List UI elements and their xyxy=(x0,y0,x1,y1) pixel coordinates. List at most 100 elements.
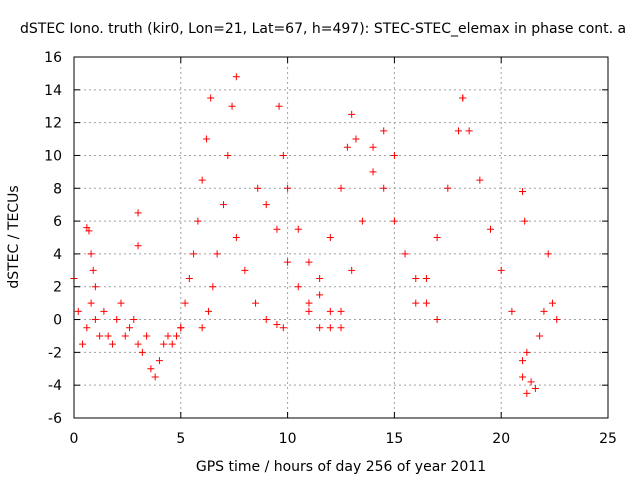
data-point xyxy=(305,258,313,266)
data-point xyxy=(252,299,260,307)
data-point xyxy=(369,168,377,176)
data-point xyxy=(198,324,206,332)
data-point xyxy=(284,184,292,192)
data-point xyxy=(352,135,360,143)
data-point xyxy=(151,373,159,381)
y-tick-label: -6 xyxy=(48,411,62,427)
plot-frame xyxy=(73,56,609,419)
y-tick-label: 8 xyxy=(53,181,62,197)
data-point xyxy=(207,94,215,102)
data-point xyxy=(326,234,334,241)
y-tick-label: 14 xyxy=(44,83,62,99)
data-point xyxy=(294,225,302,233)
data-point xyxy=(224,151,232,159)
data-point xyxy=(91,283,99,291)
axis-ticks: 0 5 10 15 20 25 -6 -4 -2 0 2 4 6 8 10 12 14 16 xyxy=(44,50,617,447)
data-point xyxy=(521,217,529,225)
data-point xyxy=(531,384,539,392)
data-point xyxy=(168,340,176,348)
data-point xyxy=(380,127,388,135)
data-point xyxy=(198,176,206,184)
data-point xyxy=(444,184,452,192)
data-point xyxy=(79,340,87,348)
data-point xyxy=(273,320,281,328)
data-point xyxy=(294,283,302,291)
data-point xyxy=(209,283,217,291)
data-point xyxy=(519,188,527,196)
data-point xyxy=(130,316,138,324)
data-point xyxy=(523,389,531,397)
data-point xyxy=(508,307,516,315)
data-point xyxy=(279,151,287,159)
data-point xyxy=(316,291,324,299)
data-point xyxy=(519,357,527,365)
x-tick-label: 5 xyxy=(176,431,185,447)
x-tick-label: 0 xyxy=(70,431,79,447)
data-point xyxy=(326,307,334,315)
y-tick-label: 6 xyxy=(53,214,62,230)
data-point xyxy=(343,143,351,151)
data-point xyxy=(254,184,262,192)
data-point xyxy=(143,332,151,340)
data-point xyxy=(138,348,146,356)
data-point xyxy=(104,332,112,340)
data-point xyxy=(465,127,473,135)
data-point xyxy=(326,324,334,332)
data-point xyxy=(87,250,95,258)
data-point xyxy=(96,332,104,340)
data-point xyxy=(536,332,544,340)
data-point xyxy=(74,307,82,315)
data-point xyxy=(117,299,125,307)
y-tick-label: -2 xyxy=(48,345,62,361)
data-point xyxy=(540,307,548,315)
y-tick-label: 0 xyxy=(53,313,62,329)
data-point xyxy=(422,299,430,307)
x-tick-label: 10 xyxy=(279,431,297,447)
data-point xyxy=(181,299,189,307)
chart-title: dSTEC Iono. truth (kir0, Lon=21, Lat=67,… xyxy=(20,21,626,37)
data-point xyxy=(553,316,561,324)
x-tick-label: 25 xyxy=(599,431,617,447)
data-point xyxy=(108,340,116,348)
data-point xyxy=(433,234,441,241)
data-points xyxy=(70,73,561,397)
grid xyxy=(74,57,608,418)
y-tick-label: 10 xyxy=(44,148,62,164)
y-tick-label: -4 xyxy=(48,378,62,394)
data-point xyxy=(83,324,91,332)
data-point xyxy=(527,378,535,386)
data-point xyxy=(337,184,345,192)
data-point xyxy=(177,324,185,332)
data-point xyxy=(476,176,484,184)
data-point xyxy=(519,373,527,381)
data-point xyxy=(185,275,193,283)
data-point xyxy=(523,348,531,356)
data-point xyxy=(134,340,142,348)
data-point xyxy=(262,201,270,209)
data-point xyxy=(134,209,142,217)
data-point xyxy=(232,73,240,81)
data-point xyxy=(194,217,202,225)
data-point xyxy=(205,307,213,315)
data-point xyxy=(126,324,134,332)
data-point xyxy=(134,242,142,250)
data-point xyxy=(348,110,356,118)
data-point xyxy=(316,324,324,332)
data-point xyxy=(358,217,366,225)
data-point xyxy=(412,299,420,307)
data-point xyxy=(89,266,97,274)
y-tick-label: 4 xyxy=(53,247,62,263)
data-point xyxy=(262,316,270,324)
data-point xyxy=(305,299,313,307)
data-point xyxy=(147,365,155,373)
y-axis-label: dSTEC / TECUs xyxy=(6,185,22,288)
data-point xyxy=(369,143,377,151)
data-point xyxy=(316,275,324,283)
data-point xyxy=(548,299,556,307)
data-point xyxy=(190,250,198,258)
data-point xyxy=(412,275,420,283)
data-point xyxy=(100,307,108,315)
data-point xyxy=(390,151,398,159)
data-point xyxy=(113,316,121,324)
